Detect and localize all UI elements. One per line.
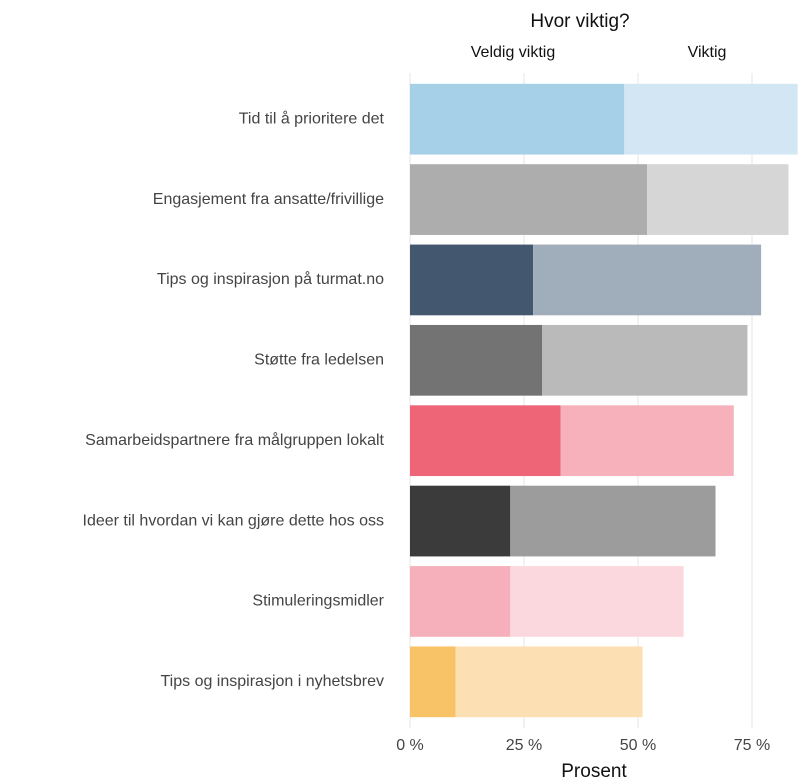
- bar-segment: [410, 485, 511, 557]
- bar-segment: [647, 164, 789, 235]
- x-tick-label: 25 %: [506, 737, 542, 754]
- bar-segment: [510, 566, 684, 637]
- y-tick-label: Samarbeidspartnere fra målgruppen lokalt: [85, 431, 384, 449]
- legend-label: Veldig viktig: [471, 44, 556, 61]
- y-tick-label: Støtte fra ledelsen: [254, 352, 384, 369]
- bar-segment: [624, 83, 798, 155]
- bar-segment: [410, 164, 648, 235]
- bar-segment: [542, 324, 748, 396]
- legend-label: Viktig: [688, 44, 727, 61]
- y-tick-label: Engasjement fra ansatte/frivillige: [153, 191, 384, 208]
- x-tick-label: 75 %: [734, 737, 770, 754]
- bar-segment: [455, 646, 643, 718]
- bar-segment: [410, 405, 561, 477]
- bar-segment: [410, 244, 534, 316]
- y-tick-label: Tid til å prioritere det: [239, 109, 385, 127]
- y-tick-label: Tips og inspirasjon på turmat.no: [157, 270, 384, 288]
- bar-segment: [410, 646, 456, 718]
- y-tick-label: Stimuleringsmidler: [252, 593, 384, 610]
- bar-segment: [410, 566, 511, 637]
- x-axis-label: Prosent: [561, 761, 627, 782]
- bar-segment: [410, 324, 543, 396]
- bar-segment: [510, 485, 716, 557]
- bar-segment: [410, 83, 625, 155]
- legend-title: Hvor viktig?: [530, 11, 629, 32]
- bar-segment: [560, 405, 734, 477]
- y-tick-label: Tips og inspirasjon i nyhetsbrev: [160, 673, 384, 690]
- x-tick-label: 50 %: [620, 737, 656, 754]
- x-tick-label: 0 %: [396, 737, 424, 754]
- bar-segment: [533, 244, 762, 316]
- y-tick-label: Ideer til hvordan vi kan gjøre dette hos…: [83, 512, 385, 529]
